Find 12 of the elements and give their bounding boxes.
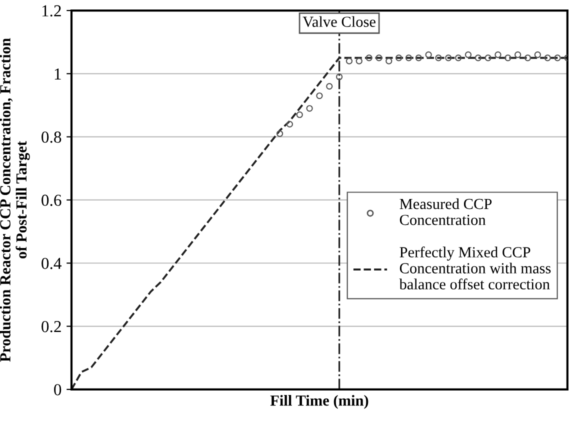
- annotation: Valve Close: [302, 16, 376, 28]
- legend-label: Measured CCP Concentration: [400, 198, 492, 226]
- y-tick-label: 1.2: [42, 5, 61, 17]
- y-tick-label: 0.4: [42, 258, 62, 270]
- y-tick-label: 0.8: [42, 132, 62, 143]
- y-tick-label: 1: [54, 68, 61, 80]
- y-axis-title: Production Reactor CCP Concentration, Fraction of Post-Fill Target: [0, 38, 30, 362]
- y-tick-label: 0.6: [42, 194, 62, 206]
- y-tick-label: 0.2: [42, 320, 61, 332]
- x-axis-title: Fill Time (min): [270, 394, 368, 409]
- y-tick-label: 0: [54, 384, 62, 396]
- legend-label: Perfectly Mixed CCP Concentration with mass balance offset correction: [399, 246, 551, 290]
